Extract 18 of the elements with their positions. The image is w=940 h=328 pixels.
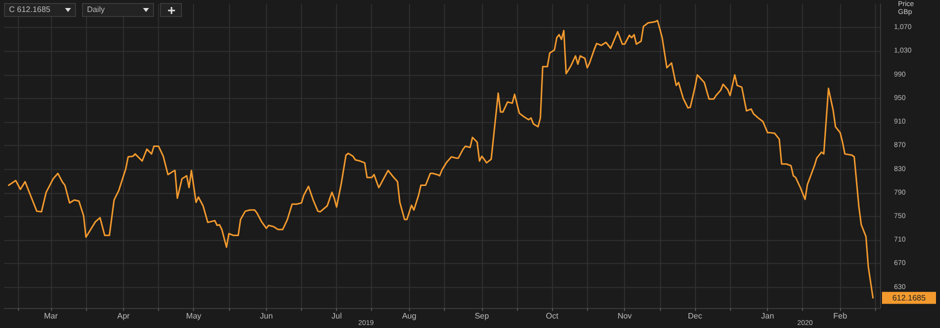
annotation: C 612.1685 xyxy=(9,4,50,16)
x-tick-label: Apr xyxy=(117,312,130,320)
x-tick-label: May xyxy=(186,312,202,320)
x-tick-label: Nov xyxy=(618,312,632,320)
annotation: 612.1685 xyxy=(892,293,926,302)
x-tick-label: Jul xyxy=(331,312,342,320)
x-tick-label: Dec xyxy=(688,312,702,320)
x-tick-label: Mar xyxy=(44,312,58,320)
line-series xyxy=(8,20,874,299)
x-tick-label: Jan xyxy=(761,312,774,320)
x-tick-label: Sep xyxy=(474,312,490,320)
x-tick-label: Aug xyxy=(402,312,416,320)
dropdown-field: Daily xyxy=(82,3,154,17)
x-tick-label: Feb xyxy=(833,312,848,320)
x-tick-label: Oct xyxy=(546,312,560,320)
dropdown-field: C 612.1685 xyxy=(4,3,76,17)
annotation: Daily xyxy=(87,4,105,16)
x-tick-label: Jun xyxy=(260,312,273,320)
